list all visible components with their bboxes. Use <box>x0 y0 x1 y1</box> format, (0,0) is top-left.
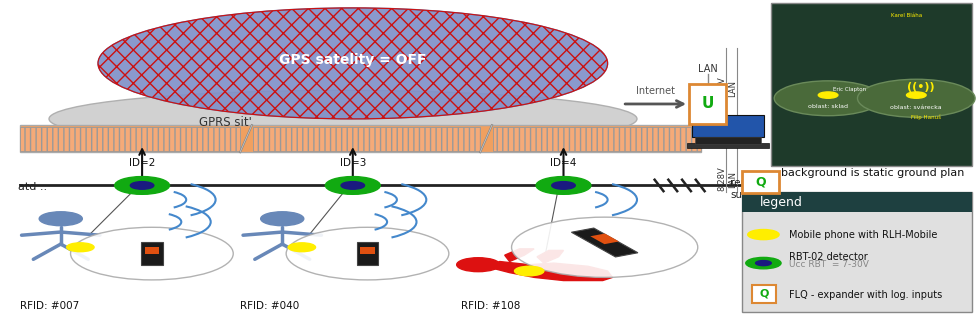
Bar <box>361 247 374 254</box>
FancyBboxPatch shape <box>752 285 776 303</box>
Text: RFID: #007: RFID: #007 <box>20 301 78 311</box>
Circle shape <box>818 92 838 98</box>
FancyBboxPatch shape <box>695 137 761 144</box>
Text: LAN: LAN <box>698 64 717 74</box>
Circle shape <box>858 79 975 117</box>
Text: GPS satelity = OFF: GPS satelity = OFF <box>279 53 426 67</box>
Circle shape <box>514 266 544 276</box>
Polygon shape <box>485 262 612 281</box>
Circle shape <box>115 177 170 194</box>
FancyBboxPatch shape <box>687 143 769 148</box>
Text: LAN: LAN <box>728 171 738 188</box>
Text: oblast: sklad: oblast: sklad <box>808 104 848 109</box>
Polygon shape <box>537 250 564 263</box>
Text: Q: Q <box>760 289 768 299</box>
Bar <box>571 228 638 257</box>
Ellipse shape <box>98 8 608 119</box>
FancyBboxPatch shape <box>742 192 972 312</box>
Bar <box>20 125 701 152</box>
Text: ID=4: ID=4 <box>551 158 576 168</box>
Text: 8-28V: 8-28V <box>717 76 727 101</box>
Circle shape <box>67 243 94 252</box>
Circle shape <box>774 81 882 116</box>
Circle shape <box>288 243 316 252</box>
Text: Eric Clapton: Eric Clapton <box>833 87 866 92</box>
Circle shape <box>536 177 591 194</box>
Polygon shape <box>505 249 534 262</box>
Text: ID=3: ID=3 <box>340 158 366 168</box>
Text: ID=2: ID=2 <box>129 158 155 168</box>
Bar <box>590 234 619 244</box>
Text: U: U <box>702 96 713 111</box>
Circle shape <box>325 177 380 194</box>
FancyBboxPatch shape <box>689 84 726 124</box>
Circle shape <box>130 182 154 189</box>
FancyBboxPatch shape <box>771 3 972 166</box>
Circle shape <box>552 182 575 189</box>
Circle shape <box>261 212 304 226</box>
Text: Filip Hanuš: Filip Hanuš <box>911 114 941 120</box>
Circle shape <box>756 261 771 266</box>
Ellipse shape <box>49 90 637 147</box>
Bar <box>493 127 701 151</box>
FancyBboxPatch shape <box>742 171 779 193</box>
Circle shape <box>906 92 926 98</box>
Text: Mobile phone with RLH-Mobile: Mobile phone with RLH-Mobile <box>789 230 937 240</box>
Text: Internet: Internet <box>636 86 675 96</box>
Circle shape <box>748 230 779 240</box>
Text: background is static ground plan: background is static ground plan <box>780 168 964 178</box>
FancyBboxPatch shape <box>692 115 764 137</box>
Bar <box>141 242 163 266</box>
Text: ((•)): ((•)) <box>907 82 935 92</box>
Circle shape <box>746 257 781 269</box>
Bar <box>357 242 378 266</box>
Circle shape <box>39 212 82 226</box>
Circle shape <box>71 227 233 280</box>
Text: FLQ - expander with log. inputs: FLQ - expander with log. inputs <box>789 290 942 300</box>
Text: 8-28V: 8-28V <box>717 167 727 191</box>
Bar <box>20 127 240 151</box>
FancyBboxPatch shape <box>742 192 972 212</box>
Text: GPRS sit': GPRS sit' <box>199 115 252 129</box>
Text: legend: legend <box>760 196 803 209</box>
Circle shape <box>457 258 500 272</box>
Circle shape <box>286 227 449 280</box>
Text: oblast: svárecka: oblast: svárecka <box>891 105 942 110</box>
Text: remote
surveillance: remote surveillance <box>730 178 793 200</box>
Bar <box>145 247 159 254</box>
Text: Ucc RBT  = 7-30V: Ucc RBT = 7-30V <box>789 260 869 269</box>
Circle shape <box>341 182 365 189</box>
Text: RFID: #108: RFID: #108 <box>461 301 520 311</box>
Circle shape <box>512 217 698 277</box>
Text: Q: Q <box>756 176 765 189</box>
Text: LAN: LAN <box>728 80 738 97</box>
Text: RFID: #040: RFID: #040 <box>240 301 299 311</box>
Text: atd ..: atd .. <box>18 182 47 192</box>
Bar <box>253 127 480 151</box>
Text: Karel Bláha: Karel Bláha <box>891 13 922 18</box>
Text: RBT-02 detector: RBT-02 detector <box>789 252 867 262</box>
